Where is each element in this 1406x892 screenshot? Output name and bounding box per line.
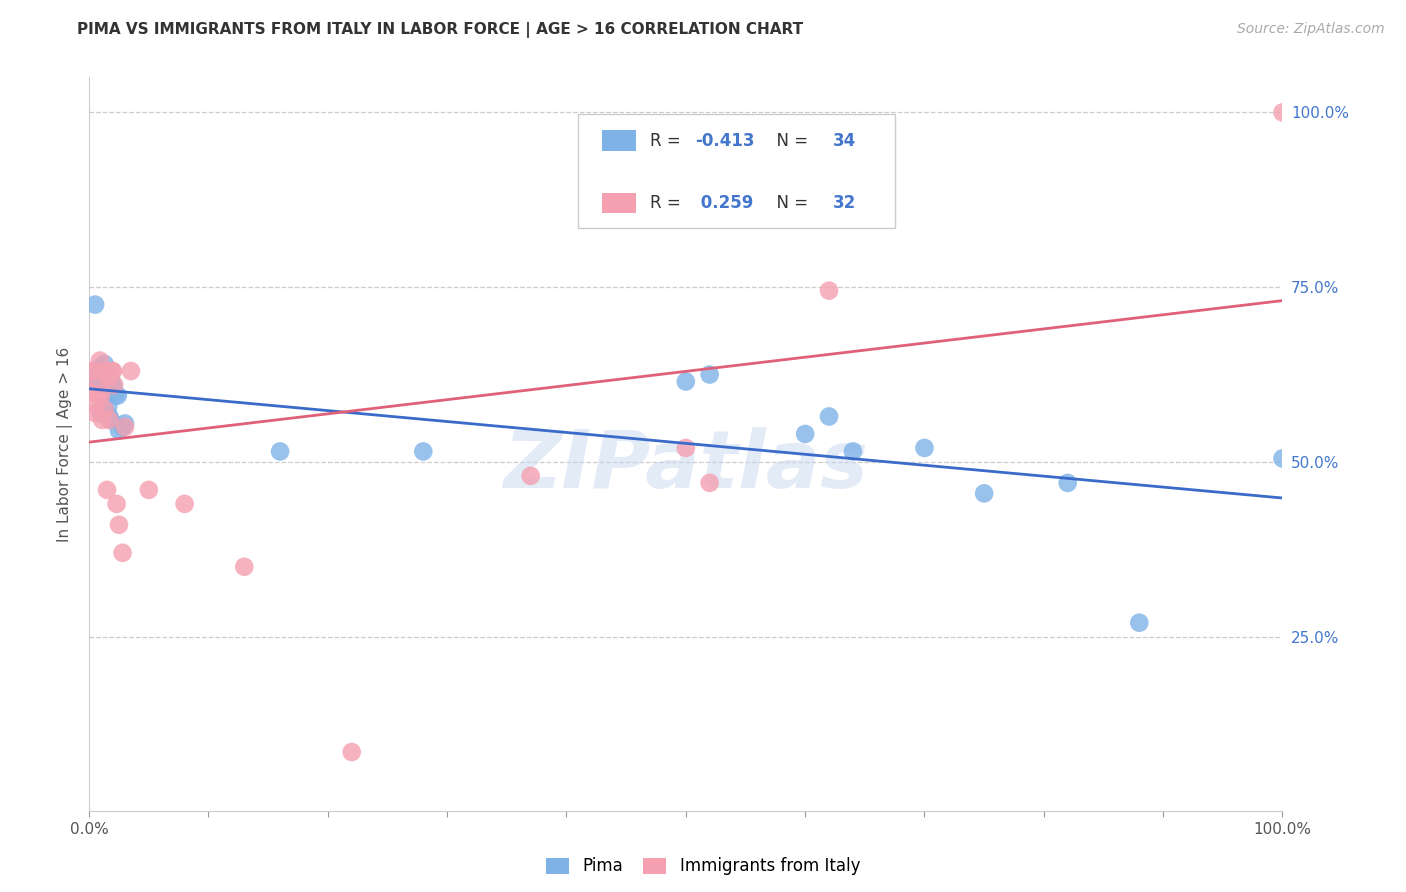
Point <box>101 364 124 378</box>
Point <box>93 402 115 417</box>
Point <box>98 409 121 424</box>
Point <box>93 364 115 378</box>
Point <box>96 378 118 392</box>
Point <box>86 378 108 392</box>
Point <box>1271 451 1294 466</box>
Point <box>699 475 721 490</box>
Point <box>107 388 129 402</box>
Text: PIMA VS IMMIGRANTS FROM ITALY IN LABOR FORCE | AGE > 16 CORRELATION CHART: PIMA VS IMMIGRANTS FROM ITALY IN LABOR F… <box>77 22 803 38</box>
Point <box>84 375 107 389</box>
Point <box>98 413 121 427</box>
Point <box>111 420 134 434</box>
Text: 34: 34 <box>832 131 856 150</box>
Text: -0.413: -0.413 <box>696 131 755 150</box>
Point <box>93 357 115 371</box>
Point <box>100 413 122 427</box>
Point <box>108 517 131 532</box>
Point <box>77 375 100 389</box>
Point <box>111 546 134 560</box>
Point <box>138 483 160 497</box>
Point <box>105 497 128 511</box>
Text: 32: 32 <box>832 194 856 212</box>
Point <box>90 406 112 420</box>
Point <box>90 388 112 402</box>
Point <box>101 364 124 378</box>
Point <box>818 284 841 298</box>
Point <box>96 483 118 497</box>
FancyBboxPatch shape <box>602 130 636 151</box>
Point <box>84 406 107 420</box>
Text: ZIPatlas: ZIPatlas <box>503 427 869 506</box>
Point <box>86 371 108 385</box>
Point <box>973 486 995 500</box>
Point <box>1128 615 1150 630</box>
Point <box>89 360 111 375</box>
Point <box>675 375 697 389</box>
Point <box>914 441 936 455</box>
Point <box>87 371 110 385</box>
Text: R =: R = <box>650 194 686 212</box>
Point <box>114 417 136 431</box>
Point <box>104 388 127 402</box>
Text: N =: N = <box>766 194 813 212</box>
Point <box>103 378 125 392</box>
Point <box>90 368 112 382</box>
Text: R =: R = <box>650 131 686 150</box>
Point <box>233 559 256 574</box>
Point <box>89 353 111 368</box>
Point <box>84 298 107 312</box>
Point <box>818 409 841 424</box>
Point <box>97 399 120 413</box>
Point <box>108 424 131 438</box>
Point <box>519 469 541 483</box>
FancyBboxPatch shape <box>602 193 636 213</box>
Point <box>93 375 115 389</box>
Point <box>675 441 697 455</box>
Point <box>340 745 363 759</box>
FancyBboxPatch shape <box>578 114 894 228</box>
Text: 0.259: 0.259 <box>696 194 754 212</box>
Text: N =: N = <box>766 131 813 150</box>
Point <box>699 368 721 382</box>
Point <box>77 384 100 399</box>
Point <box>269 444 291 458</box>
Point <box>412 444 434 458</box>
Point <box>97 371 120 385</box>
Point <box>94 406 117 420</box>
Point <box>1056 475 1078 490</box>
Y-axis label: In Labor Force | Age > 16: In Labor Force | Age > 16 <box>58 347 73 542</box>
Point <box>794 426 817 441</box>
Point <box>114 420 136 434</box>
Point <box>77 364 100 378</box>
Point <box>101 378 124 392</box>
Point <box>173 497 195 511</box>
Point <box>842 444 865 458</box>
Point <box>120 364 142 378</box>
Point <box>82 364 104 378</box>
Legend: Pima, Immigrants from Italy: Pima, Immigrants from Italy <box>538 851 868 882</box>
Point <box>101 375 124 389</box>
Point <box>87 388 110 402</box>
Text: Source: ZipAtlas.com: Source: ZipAtlas.com <box>1237 22 1385 37</box>
Point <box>91 413 114 427</box>
Point <box>1271 105 1294 120</box>
Point <box>86 399 108 413</box>
